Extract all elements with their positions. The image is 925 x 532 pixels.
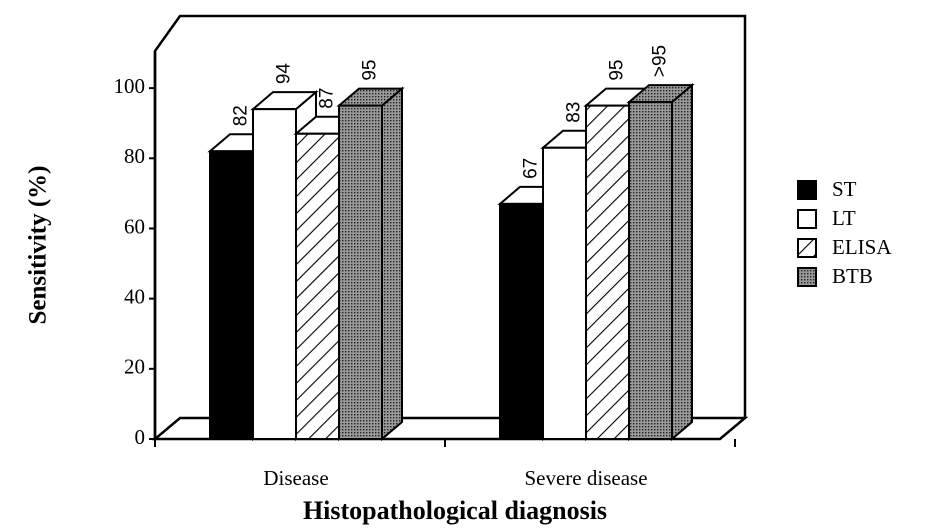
x-tick-label: Disease [263, 466, 328, 490]
bar [499, 202, 544, 440]
legend-label: ST [832, 177, 857, 201]
value-label: 83 [564, 102, 585, 123]
legend-label: ELISA [832, 235, 892, 259]
legend-swatch [797, 209, 817, 229]
value-label: >95 [650, 45, 671, 77]
y-tick-label: 20 [124, 355, 145, 379]
bar [295, 132, 340, 441]
y-tick-label: 100 [114, 74, 146, 98]
bar-side [671, 82, 693, 442]
y-tick-label: 60 [124, 214, 145, 238]
value-label: 95 [360, 60, 381, 81]
bar [628, 101, 673, 441]
bar [585, 104, 630, 440]
bar [338, 104, 383, 440]
y-tick-label: 0 [135, 425, 146, 449]
legend-label: BTB [832, 264, 873, 288]
y-tick-label: 80 [124, 144, 145, 168]
y-axis-label: Sensitivity (%) [25, 165, 52, 324]
x-axis-label: Histopathological diagnosis [303, 496, 607, 525]
bar [542, 146, 587, 440]
value-label: 95 [607, 60, 628, 81]
bar [209, 150, 254, 440]
legend-label: LT [832, 206, 856, 230]
legend-swatch [797, 238, 817, 258]
bar [252, 108, 297, 441]
y-tick-label: 40 [124, 284, 145, 308]
value-label: 94 [274, 63, 295, 85]
value-label: 67 [521, 158, 542, 179]
legend-swatch [797, 267, 817, 287]
legend-swatch [797, 180, 817, 200]
bar-side [381, 86, 403, 442]
x-tick-label: Severe disease [524, 466, 647, 490]
value-label: 82 [231, 105, 252, 126]
value-label: 87 [317, 88, 338, 109]
